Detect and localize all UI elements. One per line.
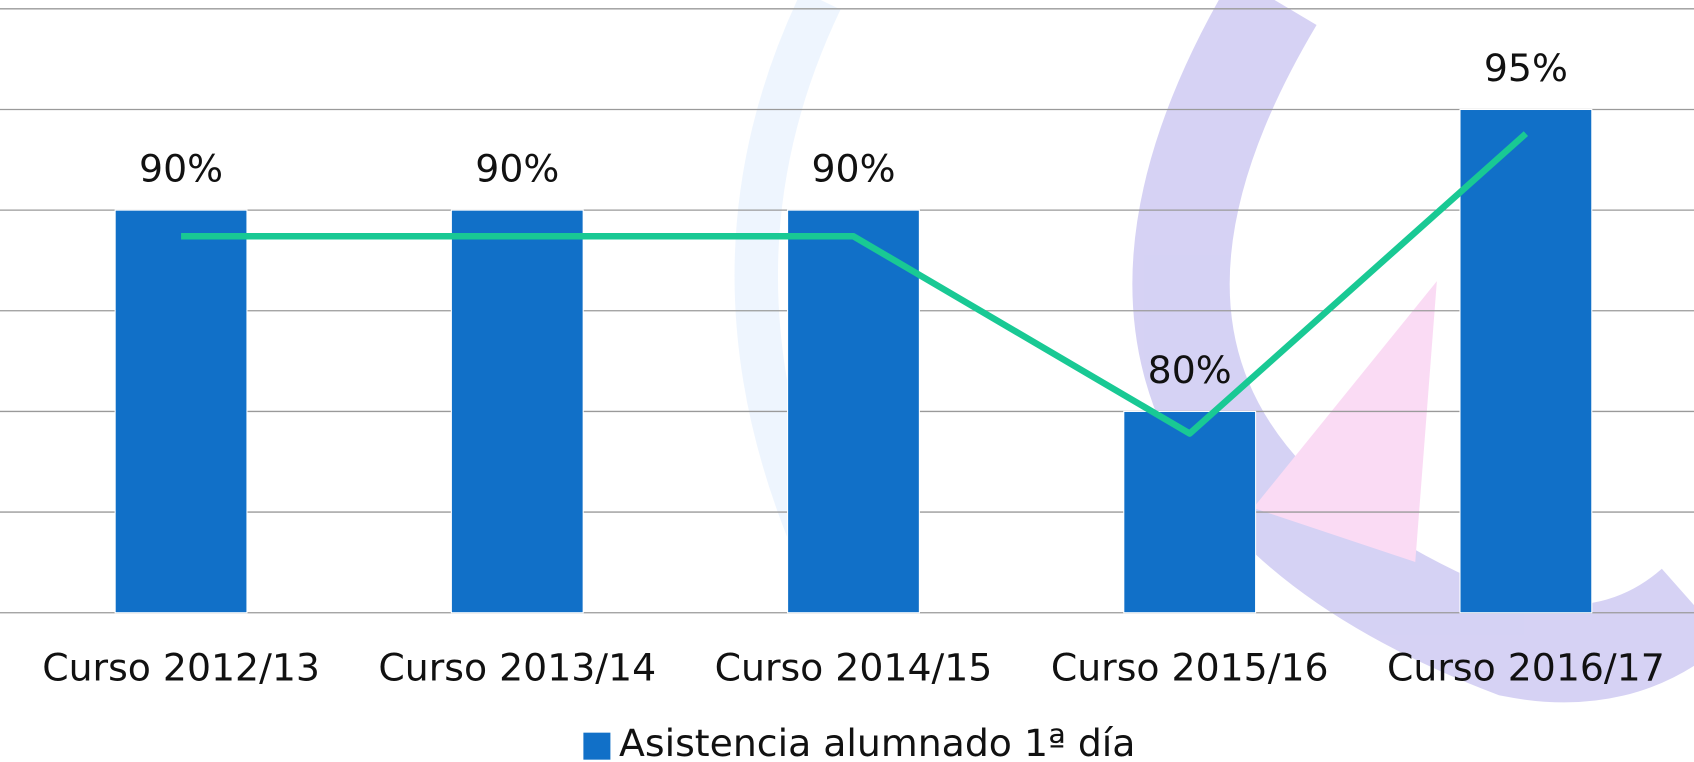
legend-swatch — [583, 733, 610, 760]
x-tick-label: Curso 2013/14 — [378, 645, 656, 689]
x-tick-label: Curso 2015/16 — [1051, 645, 1329, 689]
data-label: 80% — [1148, 348, 1232, 392]
data-label: 95% — [1484, 46, 1568, 90]
bar — [1124, 411, 1256, 612]
bar — [115, 210, 247, 613]
x-tick-label: Curso 2014/15 — [715, 645, 993, 689]
data-label: 90% — [475, 147, 559, 191]
chart: Curso 2012/13 Curso 2013/14 Curso 2014/15 C… — [0, 0, 1694, 762]
bar — [1460, 109, 1592, 612]
data-label: 90% — [811, 147, 895, 191]
bar — [451, 210, 583, 613]
bar — [788, 210, 920, 613]
x-tick-label: Curso 2016/17 — [1387, 645, 1665, 689]
x-tick-label: Curso 2012/13 — [42, 645, 320, 689]
data-label: 90% — [139, 147, 223, 191]
watermark-arc — [1181, 0, 1694, 654]
page: {"chart_data": {"type": "bar", "categori… — [0, 0, 1694, 762]
legend-label: Asistencia alumnado 1ª día — [619, 721, 1135, 762]
